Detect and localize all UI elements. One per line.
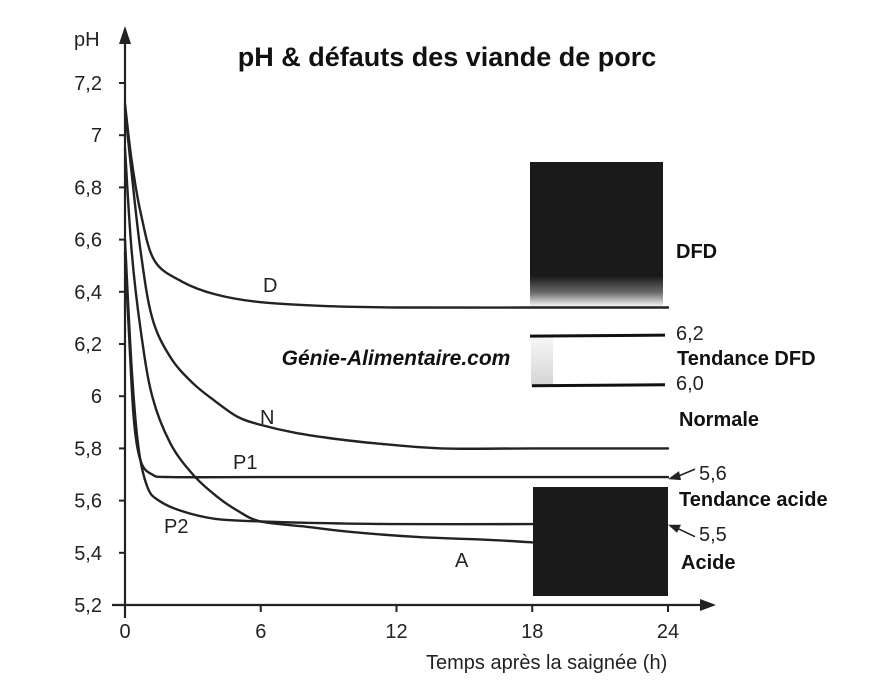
zone-label-acide: Acide [681, 552, 735, 574]
curve-label-n: N [260, 407, 274, 429]
x-tick-label: 24 [657, 621, 679, 643]
zones [530, 162, 668, 596]
threshold-label-6-0: 6,0 [676, 373, 704, 395]
chart-title: pH & défauts des viande de porc [238, 42, 657, 72]
threshold-label-5-5: 5,5 [699, 524, 727, 546]
y-tick-label: 5,2 [74, 595, 102, 617]
y-axis-arrow [119, 26, 131, 44]
zone-label-normale: Normale [679, 409, 759, 431]
zone-dfd-fade [530, 276, 663, 306]
y-tick-label: 7,2 [74, 73, 102, 95]
x-tick-label: 12 [385, 621, 407, 643]
x-tick-label: 0 [119, 621, 130, 643]
y-tick-label: 6,4 [74, 282, 102, 304]
axes [112, 26, 716, 618]
curve-a [123, 147, 534, 544]
threshold-label-5-6: 5,6 [699, 463, 727, 485]
y-axis-label: pH [74, 29, 100, 51]
threshold-line-6-0 [531, 383, 666, 388]
curve-label-p2: P2 [164, 516, 188, 538]
arrow-5-6-head [668, 471, 681, 481]
y-tick-label: 6,2 [74, 334, 102, 356]
curve-label-d: D [263, 275, 277, 297]
y-tick-label: 7 [91, 125, 102, 147]
curve-n [123, 107, 670, 450]
arrow-5-5-head [668, 524, 681, 533]
curve-label-p1: P1 [233, 452, 257, 474]
watermark: Génie-Alimentaire.com [282, 347, 511, 370]
curve-d [123, 102, 670, 309]
x-tick-label: 6 [255, 621, 266, 643]
zone-acide-block [533, 487, 668, 596]
y-tick-label: 6,6 [74, 230, 102, 252]
zone-dfd-block [530, 162, 663, 278]
y-tick-label: 6 [91, 386, 102, 408]
x-ticks: 0 6 12 18 24 [119, 605, 679, 643]
x-axis-label: Temps après la saignée (h) [426, 652, 667, 674]
curve-p1 [123, 251, 670, 479]
y-tick-label: 5,6 [74, 491, 102, 513]
threshold-label-6-2: 6,2 [676, 323, 704, 345]
curve-label-a: A [455, 550, 469, 572]
threshold-lines [529, 333, 696, 538]
arrow-5-5-line [675, 526, 696, 538]
y-tick-label: 5,4 [74, 543, 102, 565]
zone-label-dfd: DFD [676, 241, 717, 263]
y-ticks: 5,2 5,4 5,6 5,8 6 6,2 6,4 6,6 6,8 7 7,2 [74, 73, 125, 617]
curves [123, 102, 670, 544]
threshold-line-6-2 [529, 333, 666, 338]
y-tick-label: 5,8 [74, 438, 102, 460]
x-tick-label: 18 [521, 621, 543, 643]
y-tick-label: 6,8 [74, 177, 102, 199]
zone-tendance-dfd-block [531, 336, 553, 386]
zone-label-tendance-dfd: Tendance DFD [677, 348, 816, 370]
zone-label-tendance-acide: Tendance acide [679, 489, 828, 511]
x-axis-arrow [700, 599, 716, 611]
curve-p2 [123, 238, 534, 526]
